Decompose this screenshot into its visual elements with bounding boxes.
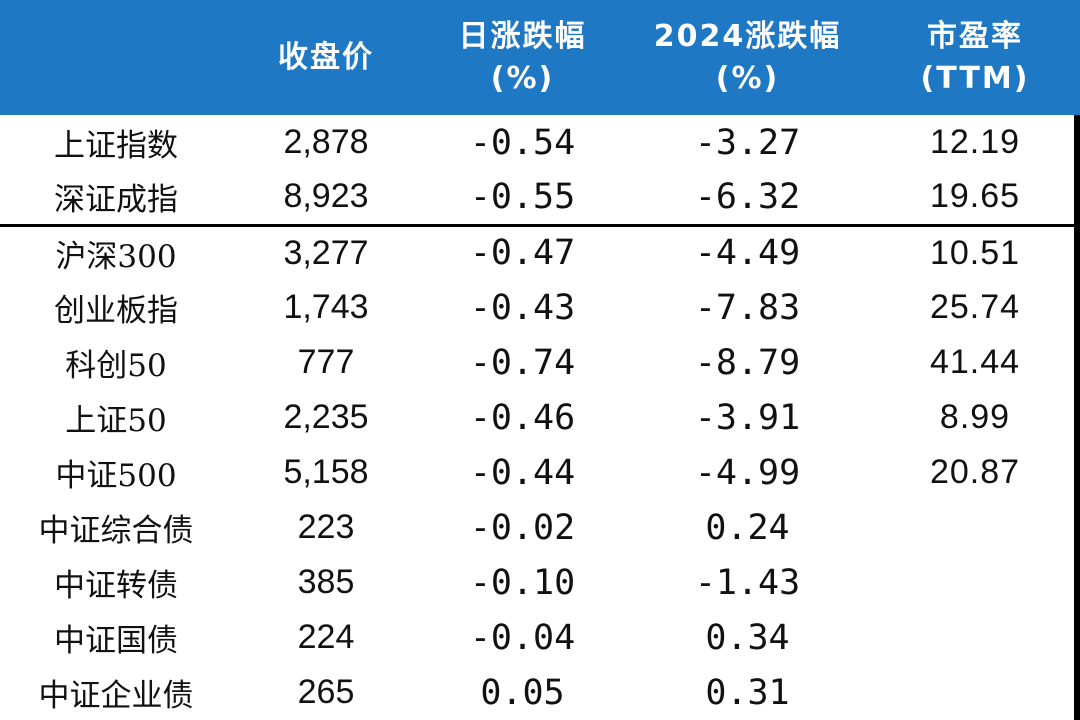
- daily-change: -0.74: [469, 342, 576, 383]
- daily-change: -0.55: [420, 170, 625, 227]
- table-row: 深证成指 8,923 -0.55 -6.32 19.65: [0, 170, 1080, 227]
- table-row: 科创50 777 -0.74 -8.79 41.44: [0, 335, 1080, 390]
- index-name: 上证指数: [54, 128, 178, 164]
- index-name: 上证50: [65, 403, 167, 439]
- header-ytd-change: 2024涨跌幅 (%): [625, 0, 870, 115]
- table-row: 上证指数 2,878 -0.54 -3.27 12.19: [0, 115, 1080, 170]
- ytd-change: 0.24: [705, 507, 790, 548]
- close-price: 5,158: [283, 453, 369, 491]
- pe-ttm: 41.44: [929, 343, 1021, 381]
- ytd-change: -6.32: [625, 170, 870, 227]
- ytd-change: 0.31: [705, 672, 790, 713]
- ytd-change: -4.99: [694, 452, 801, 493]
- table-row: 沪深300 3,277 -0.47 -4.49 10.51: [0, 225, 1080, 280]
- close-price: 2,235: [283, 398, 369, 436]
- index-name: 中证500: [55, 458, 177, 494]
- header-daily-change: 日涨跌幅 (%): [420, 0, 625, 115]
- ytd-change: 0.34: [705, 617, 790, 658]
- index-name: 科创50: [65, 348, 167, 384]
- header-name: [0, 0, 232, 115]
- table-row: 中证企业债 265 0.05 0.31: [0, 665, 1080, 720]
- close-price: 8,923: [232, 170, 420, 227]
- header-close-price: 收盘价: [232, 0, 420, 115]
- index-name: 中证转债: [54, 568, 178, 604]
- index-name: 创业板指: [54, 293, 178, 329]
- daily-change: 0.05: [480, 672, 565, 713]
- right-border: [1074, 115, 1080, 720]
- pe-ttm: [870, 610, 1080, 665]
- close-price: 3,277: [283, 233, 369, 272]
- pe-ttm: 25.74: [929, 288, 1021, 326]
- daily-change: -0.10: [469, 562, 576, 603]
- table-header: 收盘价 日涨跌幅 (%) 2024涨跌幅 (%) 市盈率 (TTM): [0, 0, 1080, 115]
- close-price: 224: [297, 618, 355, 656]
- daily-change: -0.02: [469, 507, 576, 548]
- ytd-change: -8.79: [694, 342, 801, 383]
- index-name: 中证综合债: [38, 513, 194, 549]
- daily-change: -0.54: [469, 122, 576, 163]
- table-row: 上证50 2,235 -0.46 -3.91 8.99: [0, 390, 1080, 445]
- pe-ttm: 10.51: [929, 233, 1021, 272]
- table-body: 上证指数 2,878 -0.54 -3.27 12.19 深证成指 8,923 -0.55 -6…: [0, 115, 1080, 720]
- index-name: 深证成指: [0, 170, 232, 227]
- daily-change: -0.43: [469, 287, 576, 328]
- pe-ttm: [870, 500, 1080, 555]
- ytd-change: -4.49: [694, 233, 801, 274]
- table-row: 中证500 5,158 -0.44 -4.99 20.87: [0, 445, 1080, 500]
- close-price: 777: [297, 343, 355, 381]
- pe-ttm: 20.87: [929, 453, 1021, 491]
- close-price: 1,743: [283, 288, 369, 326]
- daily-change: -0.47: [469, 233, 576, 274]
- table-row: 中证国债 224 -0.04 0.34: [0, 610, 1080, 665]
- close-price: 265: [297, 673, 355, 711]
- table-row: 中证综合债 223 -0.02 0.24: [0, 500, 1080, 555]
- pe-ttm: [870, 665, 1080, 720]
- ytd-change: -3.27: [694, 122, 801, 163]
- close-price: 385: [297, 563, 355, 601]
- daily-change: -0.46: [469, 397, 576, 438]
- table-row: 创业板指 1,743 -0.43 -7.83 25.74: [0, 280, 1080, 335]
- index-name: 中证国债: [54, 623, 178, 659]
- close-price: 223: [297, 508, 355, 546]
- header-row: 收盘价 日涨跌幅 (%) 2024涨跌幅 (%) 市盈率 (TTM): [0, 0, 1080, 115]
- pe-ttm: 8.99: [939, 398, 1011, 436]
- ytd-change: -3.91: [694, 397, 801, 438]
- index-name: 中证企业债: [38, 678, 194, 714]
- header-pe-ttm: 市盈率 (TTM): [870, 0, 1080, 115]
- index-name: 沪深300: [55, 238, 177, 275]
- ytd-change: -7.83: [694, 287, 801, 328]
- pe-ttm: 19.65: [870, 170, 1080, 227]
- table-row: 中证转债 385 -0.10 -1.43: [0, 555, 1080, 610]
- pe-ttm: 12.19: [929, 123, 1021, 161]
- daily-change: -0.04: [469, 617, 576, 658]
- close-price: 2,878: [283, 123, 369, 161]
- pe-ttm: [870, 555, 1080, 610]
- ytd-change: -1.43: [694, 562, 801, 603]
- daily-change: -0.44: [469, 452, 576, 493]
